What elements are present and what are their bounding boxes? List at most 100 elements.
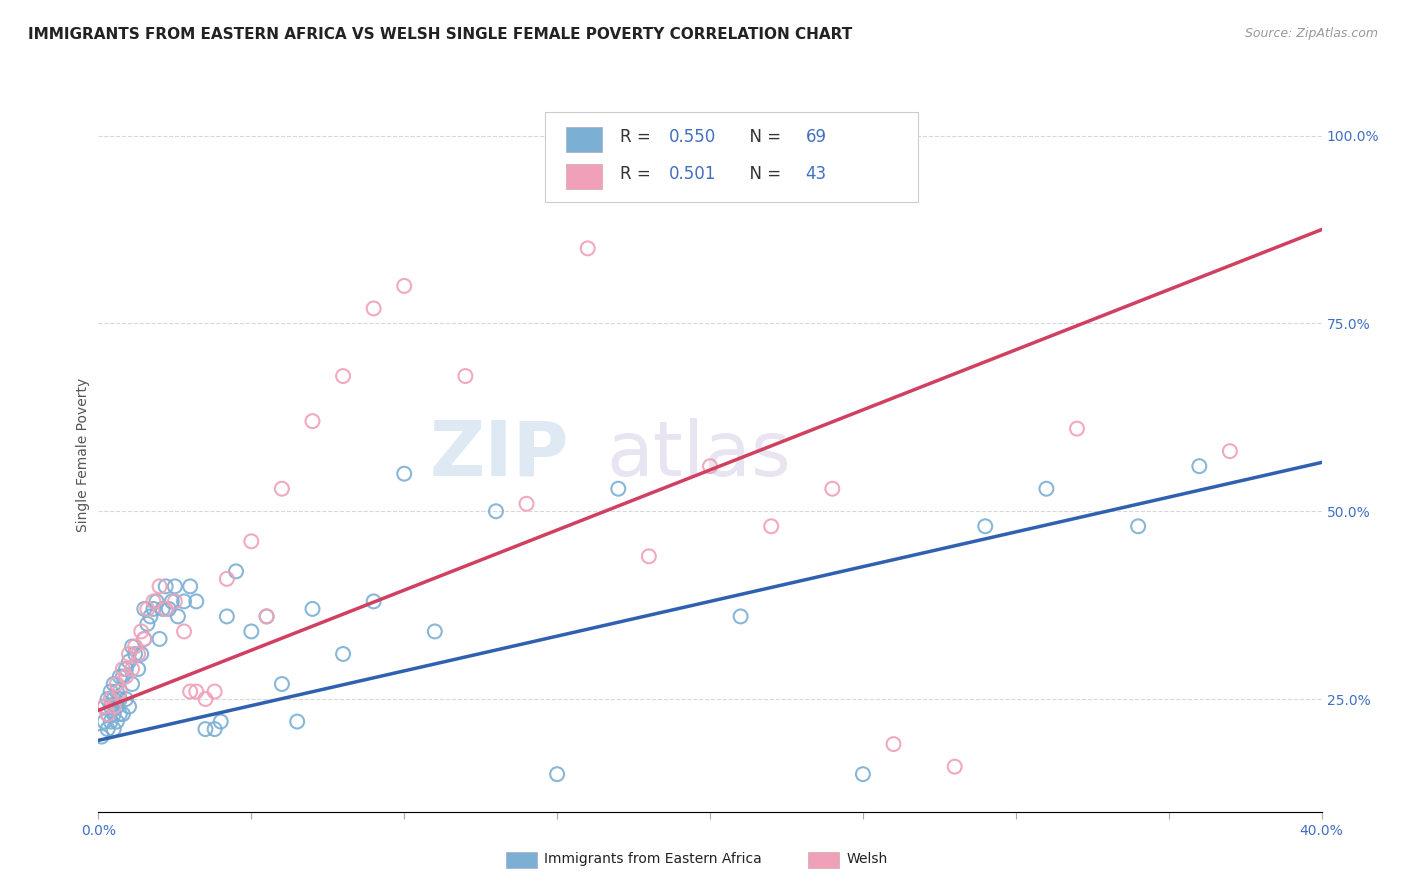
Point — [118, 655, 141, 669]
Point — [142, 594, 165, 608]
Point — [363, 301, 385, 316]
Point — [93, 714, 115, 729]
Point — [127, 647, 149, 661]
Point — [637, 549, 661, 564]
Point — [100, 692, 122, 706]
Point — [209, 714, 232, 729]
Point — [134, 602, 156, 616]
Point — [516, 497, 538, 511]
Point — [179, 684, 201, 698]
Y-axis label: Single Female Poverty: Single Female Poverty — [76, 378, 90, 532]
Point — [118, 699, 141, 714]
Point — [108, 669, 131, 683]
Point — [115, 669, 138, 683]
Point — [97, 707, 120, 722]
Text: Immigrants from Eastern Africa: Immigrants from Eastern Africa — [544, 852, 762, 866]
Point — [285, 714, 308, 729]
Point — [155, 602, 177, 616]
Text: R =: R = — [620, 166, 655, 184]
Point — [129, 647, 152, 661]
Point — [105, 699, 128, 714]
Point — [121, 640, 143, 654]
Point — [121, 662, 143, 676]
Point — [121, 677, 143, 691]
Point — [134, 632, 156, 646]
Point — [145, 594, 167, 608]
Point — [194, 692, 217, 706]
Point — [173, 624, 195, 639]
Point — [943, 759, 966, 773]
Point — [270, 482, 292, 496]
Point — [103, 677, 125, 691]
Point — [103, 707, 125, 722]
Text: N =: N = — [740, 166, 787, 184]
Point — [179, 579, 201, 593]
Point — [546, 767, 568, 781]
Point — [115, 662, 138, 676]
Point — [149, 579, 172, 593]
Point — [100, 684, 122, 698]
Point — [1219, 444, 1241, 458]
Point — [256, 609, 278, 624]
Point — [97, 707, 120, 722]
Point — [194, 722, 217, 736]
Point — [124, 640, 146, 654]
Point — [118, 647, 141, 661]
Point — [225, 565, 247, 579]
Point — [186, 684, 208, 698]
Point — [134, 632, 156, 646]
Point — [103, 722, 125, 736]
Point — [108, 692, 131, 706]
FancyBboxPatch shape — [546, 112, 918, 202]
Point — [97, 692, 120, 706]
Point — [270, 677, 292, 691]
Point — [485, 504, 508, 518]
Text: 43: 43 — [806, 166, 827, 184]
Point — [149, 632, 172, 646]
Text: Source: ZipAtlas.com: Source: ZipAtlas.com — [1244, 27, 1378, 40]
Point — [883, 737, 905, 751]
Point — [363, 594, 385, 608]
Point — [139, 609, 162, 624]
Point — [852, 767, 875, 781]
Point — [105, 677, 128, 691]
Text: N =: N = — [740, 128, 787, 146]
Point — [103, 699, 125, 714]
Point — [124, 647, 146, 661]
Point — [392, 467, 416, 481]
Point — [699, 459, 721, 474]
Point — [108, 707, 131, 722]
Point — [163, 579, 186, 593]
Point — [576, 241, 599, 255]
Text: 69: 69 — [806, 128, 827, 146]
Point — [204, 684, 226, 698]
Point — [215, 572, 238, 586]
Point — [111, 707, 134, 722]
Point — [215, 609, 238, 624]
Point — [821, 482, 844, 496]
Point — [392, 279, 416, 293]
Point — [93, 699, 115, 714]
FancyBboxPatch shape — [565, 128, 602, 152]
Point — [1128, 519, 1150, 533]
Point — [163, 594, 186, 608]
Point — [1066, 422, 1088, 436]
Point — [454, 369, 477, 384]
Point — [136, 616, 159, 631]
Point — [97, 722, 120, 736]
Point — [240, 624, 263, 639]
Point — [1035, 482, 1057, 496]
Point — [974, 519, 997, 533]
Point — [240, 534, 263, 549]
Point — [136, 602, 159, 616]
Point — [105, 684, 128, 698]
Point — [301, 414, 323, 428]
Point — [423, 624, 446, 639]
Point — [332, 369, 354, 384]
Point — [167, 609, 190, 624]
Point — [115, 692, 138, 706]
Point — [111, 662, 134, 676]
Point — [100, 714, 122, 729]
FancyBboxPatch shape — [565, 164, 602, 189]
Point — [256, 609, 278, 624]
